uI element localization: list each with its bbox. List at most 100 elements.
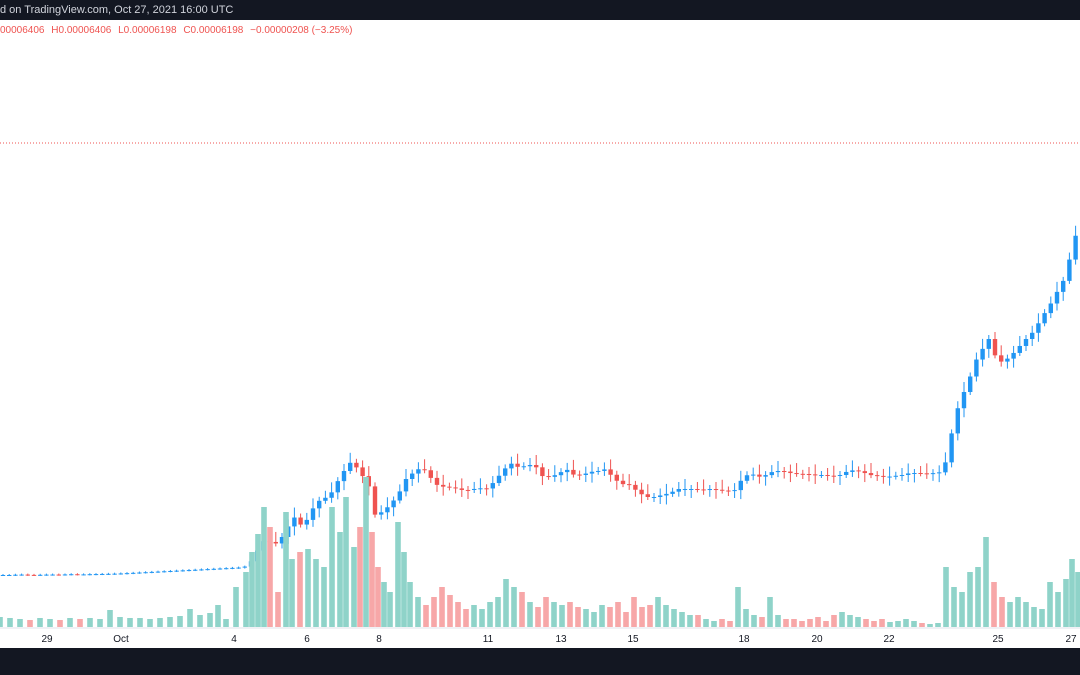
volume-bar: [807, 619, 813, 627]
volume-bar: [463, 609, 469, 627]
price-chart[interactable]: 29 Oct 4 6 8 11 13 15 18 20 22 25 27: [0, 20, 1080, 648]
candle-body: [664, 493, 669, 496]
candle-body: [31, 574, 37, 576]
volume-bar: [695, 615, 701, 627]
volume-bar: [447, 595, 453, 627]
volume-bar: [415, 597, 421, 627]
candle-body: [354, 462, 359, 468]
candle-body: [205, 569, 210, 571]
volume-bar: [919, 623, 925, 627]
x-tick-label: 27: [1065, 634, 1077, 645]
volume-bar: [799, 621, 805, 627]
volume-bar: [959, 592, 965, 627]
volume-bar: [671, 609, 677, 627]
volume-bar: [551, 602, 557, 627]
candle-body: [50, 574, 55, 576]
candle-body: [769, 472, 774, 476]
candle-body: [986, 339, 991, 349]
candle-body: [527, 465, 533, 467]
candle-body: [1036, 323, 1041, 333]
volume-bar: [455, 602, 461, 627]
candle-body: [56, 574, 61, 576]
candle-body: [298, 517, 303, 525]
x-axis: 29 Oct 4 6 8 11 13 15 18 20 22 25 27: [0, 627, 1080, 645]
candle-body: [38, 574, 43, 576]
volume-bar: [479, 609, 485, 627]
volume-bar: [87, 618, 93, 627]
volume-bar: [407, 582, 413, 627]
volume-bar: [735, 587, 741, 627]
volume-bar: [47, 619, 53, 627]
volume-bar: [363, 477, 369, 627]
candle-body: [608, 469, 613, 475]
candle-body: [534, 465, 539, 468]
candle-body: [596, 470, 601, 472]
volume-bar: [1031, 607, 1037, 627]
candle-body: [602, 469, 607, 471]
candle-body: [304, 519, 309, 525]
volume-bar: [567, 602, 573, 627]
candle-body: [651, 497, 657, 498]
volume-bar: [77, 619, 83, 627]
volume-bar: [967, 572, 973, 627]
candle-body: [968, 376, 973, 392]
candle-body: [236, 567, 241, 569]
candle-body: [763, 475, 768, 477]
volume-bar: [879, 619, 885, 627]
candle-body: [825, 475, 830, 476]
volume-bar: [471, 605, 477, 627]
candle-body: [639, 489, 644, 495]
volume-bar: [759, 617, 765, 627]
candle-body: [310, 508, 316, 520]
volume-bar: [839, 612, 845, 627]
volume-bar: [503, 579, 509, 627]
candle-body: [992, 339, 998, 356]
volume-bar: [0, 617, 3, 627]
volume-bar: [511, 587, 517, 627]
candle-body: [180, 570, 185, 572]
volume-bar: [343, 497, 349, 627]
volume-bar: [321, 567, 327, 627]
volume-bar: [823, 621, 829, 627]
x-tick-label: 18: [738, 634, 750, 645]
volume-bar: [543, 597, 549, 627]
candle-body: [565, 469, 570, 473]
candle-body: [589, 471, 595, 474]
ohlc-readout: 00006406 H0.00006406 L0.00006198 C0.0000…: [0, 25, 356, 37]
volume-bar: [927, 624, 933, 627]
volume-bar: [67, 618, 73, 627]
candle-body: [974, 359, 979, 377]
x-tick-label: 13: [555, 634, 567, 645]
volume-bar: [583, 609, 589, 627]
volume-bar: [207, 613, 213, 627]
volume-bar: [243, 572, 249, 627]
candle-body: [738, 480, 743, 491]
candle-body: [751, 474, 756, 476]
volume-bar: [127, 618, 133, 627]
chart-header-bar: d on TradingView.com, Oct 27, 2021 16:00…: [0, 0, 1080, 20]
candle-body: [813, 474, 818, 476]
candle-body: [422, 469, 427, 471]
volume-bar: [167, 617, 173, 627]
volume-bar: [863, 619, 869, 627]
candle-body: [1005, 358, 1010, 362]
candle-body: [819, 475, 824, 476]
candle-body: [881, 475, 886, 477]
candle-body: [193, 569, 198, 571]
volume-bar: [1007, 602, 1013, 627]
volume-bar: [37, 618, 43, 627]
volume-bar: [1039, 609, 1045, 627]
volume-bar: [887, 622, 893, 627]
candle-body: [844, 471, 849, 475]
volume-bar: [249, 552, 255, 627]
candle-body: [87, 574, 92, 576]
volume-bar: [495, 597, 501, 627]
volume-bar: [255, 534, 261, 627]
volume-bar: [375, 567, 381, 627]
candle-body: [757, 474, 762, 477]
volume-bar: [117, 617, 123, 627]
volume-bar: [431, 597, 437, 627]
candle-body: [893, 475, 898, 477]
volume-bar: [157, 618, 163, 627]
candle-body: [1030, 332, 1035, 339]
